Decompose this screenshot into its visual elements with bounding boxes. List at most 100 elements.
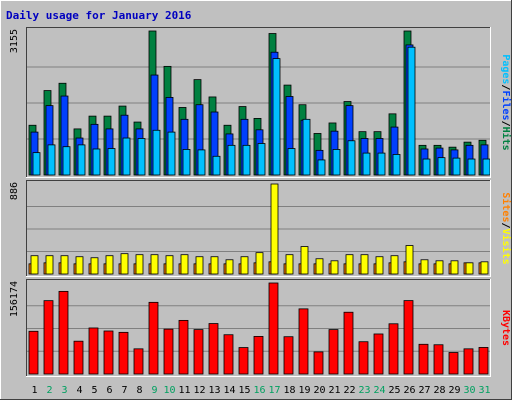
bar-pages-day-21 <box>332 149 341 176</box>
day-label-9: 9 <box>151 385 157 396</box>
day-label-17: 17 <box>268 385 280 396</box>
bar-pages-day-20 <box>317 159 326 176</box>
bar-kbytes-day-19 <box>298 308 309 375</box>
legend-item-pages: Pages <box>500 54 511 84</box>
bar-pages-day-29 <box>452 157 461 176</box>
legend-item-visits: Visits <box>500 229 512 265</box>
bar-visits-day-18 <box>285 254 294 275</box>
day-label-14: 14 <box>223 385 235 396</box>
bar-kbytes-day-28 <box>433 344 444 375</box>
bar-pages-day-23 <box>362 152 371 176</box>
bar-kbytes-day-7 <box>118 331 129 375</box>
bar-pages-day-7 <box>122 137 131 176</box>
bar-kbytes-day-18 <box>283 336 294 375</box>
bar-visits-day-16 <box>255 252 264 275</box>
bar-kbytes-day-8 <box>133 348 144 375</box>
bar-pages-day-6 <box>107 148 116 176</box>
bar-pages-day-15 <box>242 144 251 176</box>
bar-pages-day-18 <box>287 148 296 176</box>
bar-kbytes-day-11 <box>178 319 189 375</box>
legend-item-separator: / <box>500 121 511 127</box>
bar-visits-day-15 <box>240 256 249 275</box>
day-label-5: 5 <box>91 385 97 396</box>
bar-visits-day-20 <box>315 258 324 275</box>
bar-pages-day-24 <box>377 152 386 176</box>
bar-kbytes-day-4 <box>73 340 84 375</box>
bar-pages-day-14 <box>227 144 236 176</box>
bar-pages-day-30 <box>467 158 476 176</box>
day-label-23: 23 <box>358 385 370 396</box>
day-label-16: 16 <box>253 385 265 396</box>
day-label-28: 28 <box>433 385 445 396</box>
bar-kbytes-day-23 <box>358 341 369 375</box>
day-label-21: 21 <box>328 385 340 396</box>
legend-item-sites: Sites <box>500 192 512 222</box>
bar-pages-day-11 <box>182 149 191 176</box>
bar-kbytes-day-29 <box>448 352 459 375</box>
bar-visits-day-4 <box>75 256 84 275</box>
bar-visits-day-29 <box>450 260 459 275</box>
day-label-10: 10 <box>163 385 175 396</box>
day-label-26: 26 <box>403 385 415 396</box>
chart-panels: 3155Pages/Files/Hits886Sites/Visits15617… <box>9 27 512 377</box>
panel-visits: 886 Sites/Visits <box>9 180 512 277</box>
bar-pages-day-17 <box>272 58 281 176</box>
day-label-3: 3 <box>61 385 67 396</box>
bar-pages-day-13 <box>212 155 221 176</box>
panel-kbytes-legend: KBytes <box>500 310 511 346</box>
bar-kbytes-day-2 <box>43 300 54 375</box>
bar-kbytes-day-13 <box>208 323 219 375</box>
bar-pages-day-27 <box>422 158 431 176</box>
bar-kbytes-day-3 <box>58 290 69 375</box>
bar-kbytes-day-25 <box>388 323 399 375</box>
bar-kbytes-day-22 <box>343 311 354 375</box>
bar-visits-day-8 <box>135 254 144 275</box>
bar-kbytes-day-17 <box>268 282 279 375</box>
bar-visits-day-28 <box>435 260 444 275</box>
bar-pages-day-5 <box>92 148 101 176</box>
bar-pages-day-22 <box>347 140 356 176</box>
day-label-18: 18 <box>283 385 295 396</box>
bar-kbytes-day-24 <box>373 333 384 375</box>
legend-item-separator: / <box>500 222 511 228</box>
bar-pages-day-1 <box>32 152 41 176</box>
bar-kbytes-day-9 <box>148 301 159 375</box>
bar-pages-day-12 <box>197 149 206 176</box>
bar-kbytes-day-10 <box>163 328 174 375</box>
day-label-24: 24 <box>373 385 385 396</box>
bar-visits-day-6 <box>105 255 114 275</box>
legend-item-files: Files <box>500 90 512 120</box>
panel-kbytes: 156174 KBytes <box>9 279 511 377</box>
day-label-19: 19 <box>298 385 310 396</box>
bar-pages-day-4 <box>77 144 86 176</box>
bar-visits-day-31 <box>480 261 489 275</box>
bar-visits-day-7 <box>120 253 129 275</box>
bar-kbytes-day-15 <box>238 347 249 375</box>
chart-title: Daily usage for January 2016 <box>6 9 192 22</box>
panel-hits-max-label: 3155 <box>9 29 20 53</box>
bar-pages-day-10 <box>167 131 176 176</box>
bar-visits-day-27 <box>420 259 429 275</box>
bar-pages-day-8 <box>137 138 146 176</box>
day-label-11: 11 <box>178 385 190 396</box>
bar-visits-day-24 <box>375 256 384 275</box>
bar-kbytes-day-1 <box>28 330 39 375</box>
day-label-8: 8 <box>136 385 142 396</box>
bar-kbytes-day-12 <box>193 329 204 375</box>
day-label-1: 1 <box>31 385 37 396</box>
day-label-4: 4 <box>76 385 82 396</box>
bar-visits-day-9 <box>150 254 159 275</box>
bar-pages-day-16 <box>257 143 266 176</box>
day-label-31: 31 <box>478 385 490 396</box>
legend-item-kbytes: KBytes <box>500 310 511 346</box>
day-label-7: 7 <box>121 385 127 396</box>
bar-visits-day-23 <box>360 254 369 275</box>
bar-kbytes-day-27 <box>418 343 429 375</box>
legend-item-separator: / <box>500 84 511 90</box>
bar-kbytes-day-16 <box>253 336 264 375</box>
day-label-22: 22 <box>343 385 355 396</box>
bar-visits-day-5 <box>90 257 99 275</box>
bar-visits-day-21 <box>330 260 339 275</box>
